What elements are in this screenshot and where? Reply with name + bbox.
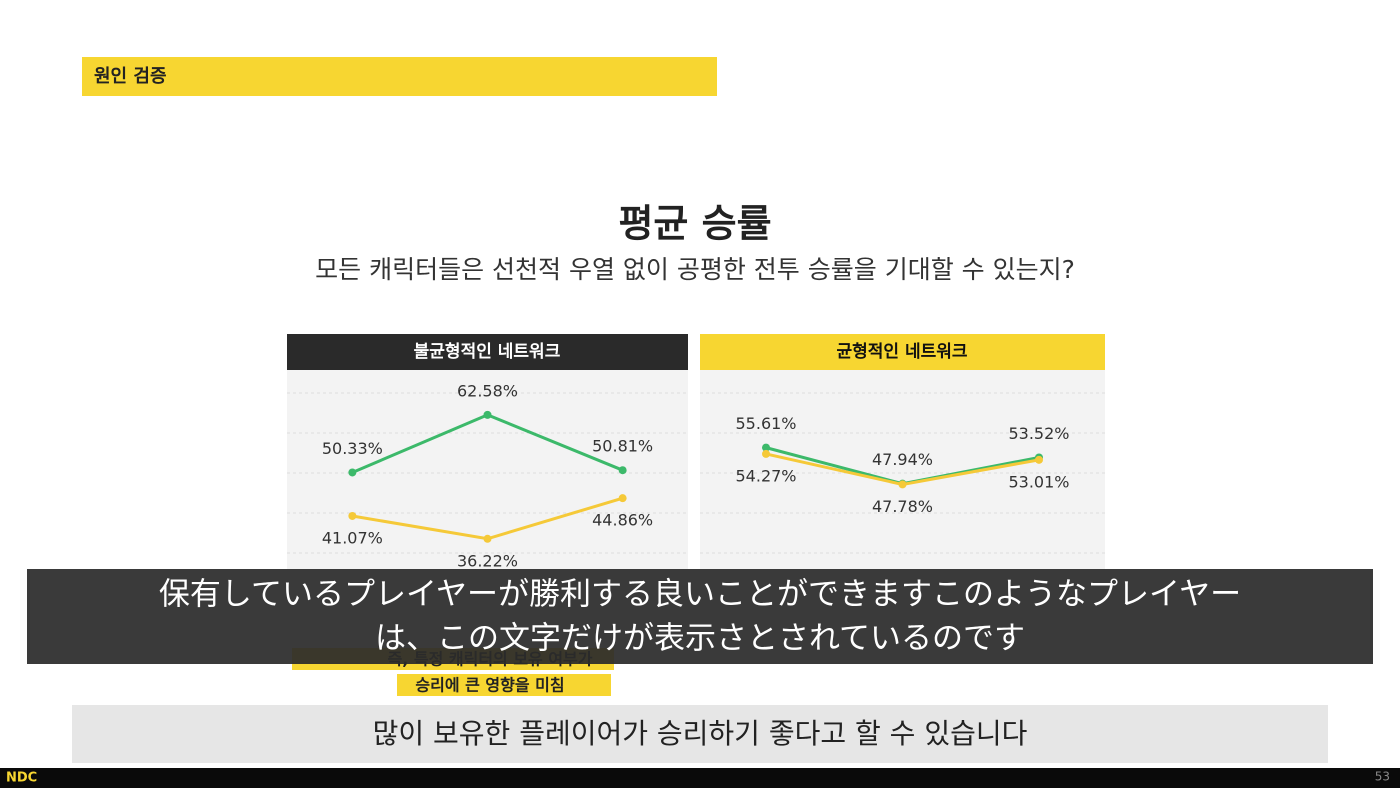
- point: [762, 443, 771, 452]
- data-label: 62.58%: [457, 381, 518, 400]
- data-label: 47.94%: [872, 450, 933, 469]
- point: [348, 468, 357, 477]
- data-label: 36.22%: [457, 551, 518, 570]
- page-number: 53: [1375, 770, 1390, 784]
- data-label: 50.81%: [592, 437, 653, 456]
- conclusion: 많이 보유한 플레이어가 승리하기 좋다고 할 수 있습니다: [373, 717, 1028, 750]
- data-label: 55.61%: [736, 414, 797, 433]
- point: [618, 494, 627, 503]
- point: [483, 534, 492, 543]
- caption-box: [27, 569, 1373, 664]
- charts: 50.33% 62.58% 50.81% 41.07% 36.22% 44.86% 55.6…: [322, 381, 1070, 570]
- slide-title: 평균 승률: [618, 202, 771, 246]
- conclusion-box: [72, 705, 1328, 763]
- section-bar: [82, 57, 717, 96]
- chart-panel: [700, 370, 1105, 570]
- data-label: 53.01%: [1008, 472, 1069, 491]
- note-highlight: [397, 674, 611, 696]
- point: [762, 449, 771, 458]
- chart-title: 불균형적인 네트워크: [414, 341, 561, 362]
- point: [348, 511, 357, 520]
- footer-bar: [0, 768, 1400, 788]
- point: [483, 410, 492, 419]
- data-label: 41.07%: [322, 528, 383, 547]
- slide-subtitle: 모든 캐릭터들은 선천적 우열 없이 공평한 전투 승률을 기대할 수 있는지?: [315, 255, 1075, 284]
- caption-line: 保有しているプレイヤーが勝利する良いことができますこのようなプレイヤー: [159, 577, 1241, 613]
- caption-line: は、この文字だけが表示さとされているのです: [375, 621, 1025, 657]
- note-line: 승리에 큰 영향을 미침: [415, 676, 564, 695]
- data-label: 47.78%: [872, 497, 933, 516]
- point: [618, 466, 627, 475]
- data-label: 53.52%: [1008, 424, 1069, 443]
- data-label: 54.27%: [736, 466, 797, 485]
- section-label: 원인 검증: [94, 66, 167, 87]
- chart-header: [700, 334, 1105, 370]
- chart-header: [287, 334, 688, 370]
- footer-logo: NDC: [6, 771, 37, 786]
- point: [1034, 455, 1043, 464]
- data-label: 50.33%: [322, 439, 383, 458]
- point: [898, 480, 907, 489]
- data-label: 44.86%: [592, 511, 653, 530]
- chart-title: 균형적인 네트워크: [836, 341, 967, 362]
